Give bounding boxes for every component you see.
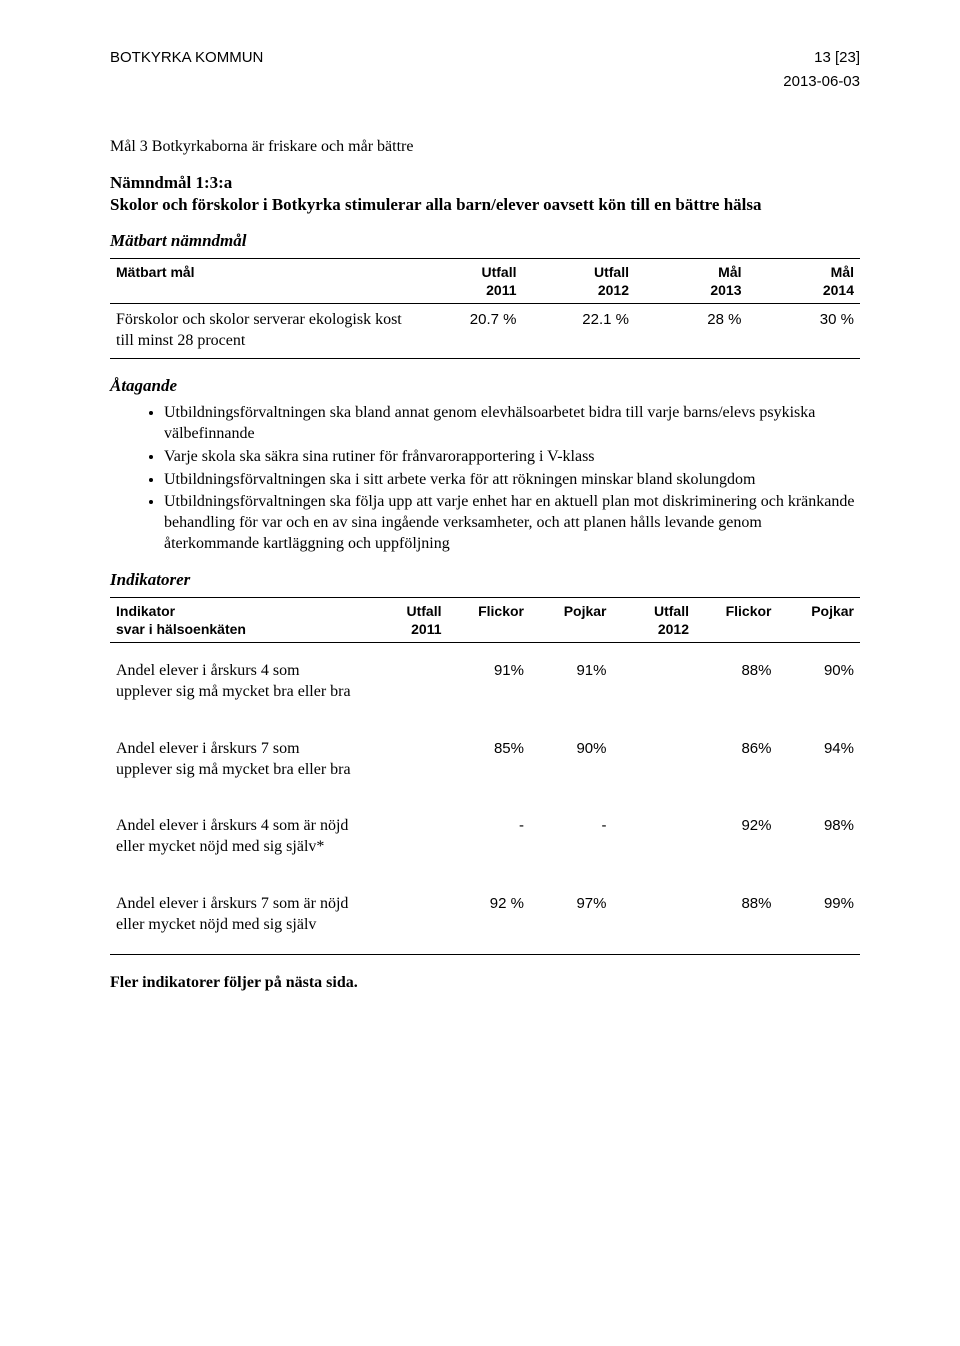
list-item: Utbildningsförvaltningen ska följa upp a…: [164, 492, 860, 554]
list-item: Varje skola ska säkra sina rutiner för f…: [164, 447, 860, 468]
table-header-row: Mätbart mål Utfall2011 Utfall2012 Mål201…: [110, 259, 860, 304]
cell: 30 %: [748, 304, 861, 359]
cell: 88%: [695, 643, 778, 721]
table-row: Andel elever i årskurs 7 som är nöjd ell…: [110, 876, 860, 954]
cell: [613, 876, 696, 954]
cell: 99%: [778, 876, 861, 954]
cell: [365, 643, 448, 721]
cell: 88%: [695, 876, 778, 954]
cell: 85%: [448, 721, 531, 799]
table-row: Andel elever i årskurs 4 som är nöjd ell…: [110, 798, 860, 876]
document-date: 2013-06-03: [110, 72, 860, 92]
table-row: Andel elever i årskurs 7 som upplever si…: [110, 721, 860, 799]
page-number: 13 [23]: [814, 48, 860, 68]
namndmal-desc: Skolor och förskolor i Botkyrka stimuler…: [110, 194, 860, 216]
cell: [613, 798, 696, 876]
cell: [613, 643, 696, 721]
cell-label: Andel elever i årskurs 7 som upplever si…: [110, 721, 365, 799]
atagande-heading: Åtagande: [110, 375, 860, 397]
cell: 90%: [530, 721, 613, 799]
table-header-row: Indikatorsvar i hälsoenkäten Utfall2011 …: [110, 597, 860, 642]
cell: -: [448, 798, 531, 876]
cell-label: Förskolor och skolor serverar ekologisk …: [110, 304, 410, 359]
namndmal-title: Nämndmål 1:3:a: [110, 172, 860, 194]
col-header: Mål2014: [748, 259, 861, 304]
col-header: Pojkar: [778, 597, 861, 642]
indikatorer-heading: Indikatorer: [110, 569, 860, 591]
cell: 90%: [778, 643, 861, 721]
table-row: Förskolor och skolor serverar ekologisk …: [110, 304, 860, 359]
col-header: Utfall2011: [410, 259, 523, 304]
cell-label: Andel elever i årskurs 4 som är nöjd ell…: [110, 798, 365, 876]
indikatorer-table: Indikatorsvar i hälsoenkäten Utfall2011 …: [110, 597, 860, 955]
cell: [365, 721, 448, 799]
cell: 91%: [448, 643, 531, 721]
cell: 20.7 %: [410, 304, 523, 359]
list-item: Utbildningsförvaltningen ska bland annat…: [164, 403, 860, 445]
col-header: Flickor: [448, 597, 531, 642]
cell-label: Andel elever i årskurs 4 som upplever si…: [110, 643, 365, 721]
cell: 92%: [695, 798, 778, 876]
cell: [365, 876, 448, 954]
list-item: Utbildningsförvaltningen ska i sitt arbe…: [164, 470, 860, 491]
cell: [613, 721, 696, 799]
cell: -: [530, 798, 613, 876]
cell-label: Andel elever i årskurs 7 som är nöjd ell…: [110, 876, 365, 954]
goal-heading: Mål 3 Botkyrkaborna är friskare och mår …: [110, 137, 860, 158]
cell: 91%: [530, 643, 613, 721]
table-row: Andel elever i årskurs 4 som upplever si…: [110, 643, 860, 721]
cell: [365, 798, 448, 876]
cell: 97%: [530, 876, 613, 954]
cell: 22.1 %: [523, 304, 636, 359]
col-header: Mål2013: [635, 259, 748, 304]
col-header: Flickor: [695, 597, 778, 642]
matbart-heading: Mätbart nämndmål: [110, 230, 860, 252]
footnote: Fler indikatorer följer på nästa sida.: [110, 973, 860, 994]
cell: 92 %: [448, 876, 531, 954]
col-header: Mätbart mål: [110, 259, 410, 304]
atagande-list: Utbildningsförvaltningen ska bland annat…: [110, 403, 860, 555]
col-header: Utfall2012: [523, 259, 636, 304]
matbart-table: Mätbart mål Utfall2011 Utfall2012 Mål201…: [110, 258, 860, 359]
header-row: BOTKYRKA KOMMUN 13 [23]: [110, 48, 860, 68]
col-header: Utfall2011: [365, 597, 448, 642]
col-header: Pojkar: [530, 597, 613, 642]
cell: 86%: [695, 721, 778, 799]
col-header: Utfall2012: [613, 597, 696, 642]
col-header: Indikatorsvar i hälsoenkäten: [110, 597, 365, 642]
cell: 28 %: [635, 304, 748, 359]
cell: 94%: [778, 721, 861, 799]
cell: 98%: [778, 798, 861, 876]
org-name: BOTKYRKA KOMMUN: [110, 48, 263, 68]
page: BOTKYRKA KOMMUN 13 [23] 2013-06-03 Mål 3…: [0, 0, 960, 1346]
